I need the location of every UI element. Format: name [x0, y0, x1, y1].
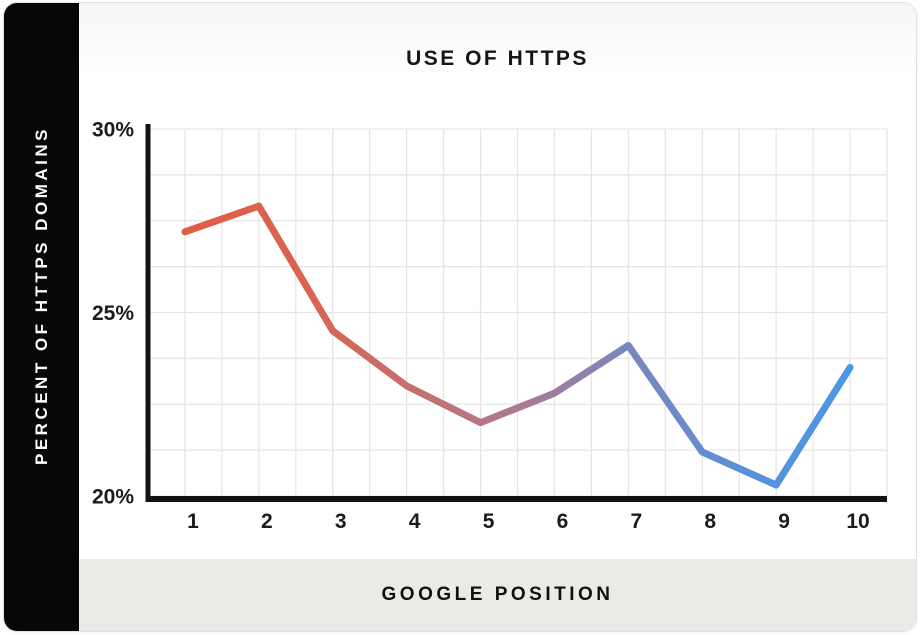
x-tick-label: 3: [335, 510, 347, 533]
y-tick-label: 20%: [92, 486, 134, 509]
x-tick-label: 8: [704, 510, 716, 533]
y-axis-panel: PERCENT OF HTTPS DOMAINS: [4, 3, 79, 631]
chart-title: USE OF HTTPS: [406, 47, 589, 70]
chart-area: USE OF HTTPS 20% 25% 30% 1 2 3 4 5 6 7 8 9 10 GOOGLE…: [79, 3, 916, 631]
x-tick-label: 10: [846, 510, 869, 533]
x-axis-panel: GOOGLE POSITION: [79, 559, 916, 631]
line-chart: 20% 25% 30% 1 2 3 4 5 6 7 8 9 10: [92, 119, 888, 533]
x-tick-label: 4: [409, 510, 421, 533]
x-tick-label: 2: [261, 510, 273, 533]
chart-card: PERCENT OF HTTPS DOMAINS USE OF HTTPS 20…: [3, 2, 917, 632]
x-tick-label: 9: [778, 510, 790, 533]
x-tick-label: 6: [557, 510, 569, 533]
y-tick-label: 25%: [92, 302, 134, 325]
data-series-line: [181, 202, 854, 489]
x-axis-title: GOOGLE POSITION: [381, 584, 614, 605]
x-tick-label: 5: [483, 510, 495, 533]
x-tick-label: 1: [187, 510, 199, 533]
y-axis-title: PERCENT OF HTTPS DOMAINS: [31, 126, 51, 466]
y-tick-label: 30%: [92, 119, 134, 142]
x-tick-label: 7: [631, 510, 643, 533]
